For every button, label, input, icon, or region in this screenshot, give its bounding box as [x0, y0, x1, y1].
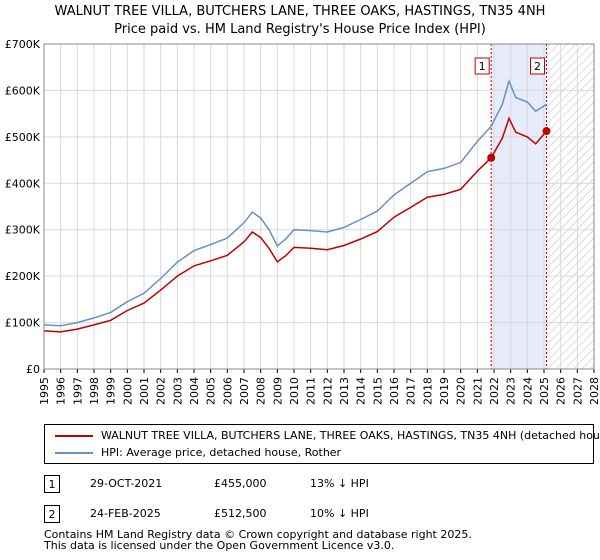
footer-line-1: Contains HM Land Registry data © Crown c…	[44, 528, 472, 541]
x-tick-label: 2007	[238, 377, 251, 405]
x-tick-label: 1999	[105, 377, 118, 405]
x-tick-label: 1998	[88, 377, 101, 405]
x-tick-label: 2009	[271, 377, 284, 405]
x-tick-label: 2015	[371, 377, 384, 405]
sale-point-1	[487, 153, 496, 162]
legend-item-hpi: HPI: Average price, detached house, Roth…	[45, 445, 593, 461]
legend-swatch-hpi	[55, 452, 93, 454]
sale-box-label-2: 2	[534, 60, 541, 73]
price-chart: £0 £100K £200K £300K £400K £500K £600K £700K 199…	[5, 38, 600, 405]
x-tick-label: 2014	[355, 377, 368, 405]
legend-label-property: WALNUT TREE VILLA, BUTCHERS LANE, THREE …	[101, 429, 600, 442]
x-tick-label: 1997	[71, 377, 84, 405]
sale-box-label-1: 1	[479, 60, 486, 73]
sale-span-shading	[491, 44, 547, 369]
legend: WALNUT TREE VILLA, BUTCHERS LANE, THREE …	[44, 424, 600, 464]
y-tick-label: £500K	[5, 131, 41, 144]
x-tick-label: 2020	[455, 377, 468, 405]
sale-date-2: 24-FEB-2025	[90, 507, 161, 520]
x-tick-label: 2013	[338, 377, 351, 405]
x-tick-label: 2021	[471, 377, 484, 405]
x-tick-label: 2025	[538, 377, 551, 405]
x-tick-label: 2003	[171, 377, 184, 405]
x-tick-label: 2000	[121, 377, 134, 405]
x-tick-label: 2006	[221, 377, 234, 405]
x-tick-label: 2012	[321, 377, 334, 405]
y-tick-label: £100K	[5, 317, 41, 330]
x-tick-label: 2022	[488, 377, 501, 405]
hpi-line	[43, 78, 547, 327]
x-tick-label: 2010	[288, 377, 301, 405]
chart-subtitle: Price paid vs. HM Land Registry's House …	[114, 22, 486, 37]
sale-hpi-2: 10% ↓ HPI	[310, 507, 369, 520]
sale-price-2: £512,500	[214, 507, 267, 520]
x-tick-label: 1995	[38, 377, 51, 405]
plot-frame	[43, 43, 595, 370]
sale-price-1: £455,000	[214, 477, 267, 490]
y-tick-label: £200K	[5, 270, 41, 283]
x-tick-label: 2008	[255, 377, 268, 405]
chart-title: WALNUT TREE VILLA, BUTCHERS LANE, THREE …	[54, 4, 546, 19]
sale-box-2	[530, 57, 545, 75]
y-tick-label: £400K	[5, 177, 41, 190]
y-tick-label: £300K	[5, 224, 41, 237]
x-tick-label: 2016	[388, 377, 401, 405]
x-tick-label: 2004	[188, 377, 201, 405]
sale-marker-2: 2	[44, 505, 60, 523]
x-tick-label: 2002	[155, 377, 168, 405]
y-tick-label: £0	[26, 363, 40, 376]
x-tick-label: 2028	[588, 377, 600, 405]
footer-line-2: This data is licensed under the Open Gov…	[44, 539, 395, 552]
x-tick-label: 2026	[555, 377, 568, 405]
y-tick-label: £700K	[5, 38, 41, 51]
sale-marker-1: 1	[44, 475, 60, 493]
x-tick-label: 1996	[55, 377, 68, 405]
sale-hpi-1: 13% ↓ HPI	[310, 477, 369, 490]
future-hatch	[546, 44, 594, 369]
legend-item-property: WALNUT TREE VILLA, BUTCHERS LANE, THREE …	[45, 428, 600, 444]
x-tick-label: 2017	[405, 377, 418, 405]
x-tick-label: 2027	[571, 377, 584, 405]
x-tick-label: 2005	[205, 377, 218, 405]
x-tick-label: 2001	[138, 377, 151, 405]
x-tick-label: 2011	[305, 377, 318, 405]
footer: Contains HM Land Registry data © Crown c…	[44, 529, 472, 551]
sale-box-1	[474, 57, 490, 75]
x-tick-label: 2024	[521, 377, 534, 405]
sale-date-1: 29-OCT-2021	[90, 477, 163, 490]
x-tick-label: 2018	[421, 377, 434, 405]
legend-label-hpi: HPI: Average price, detached house, Roth…	[101, 446, 342, 459]
legend-swatch-property	[55, 435, 93, 437]
x-tick-label: 2019	[438, 377, 451, 405]
x-tick-label: 2023	[505, 377, 518, 405]
y-tick-label: £600K	[5, 84, 41, 97]
sale-point-2	[542, 127, 551, 136]
